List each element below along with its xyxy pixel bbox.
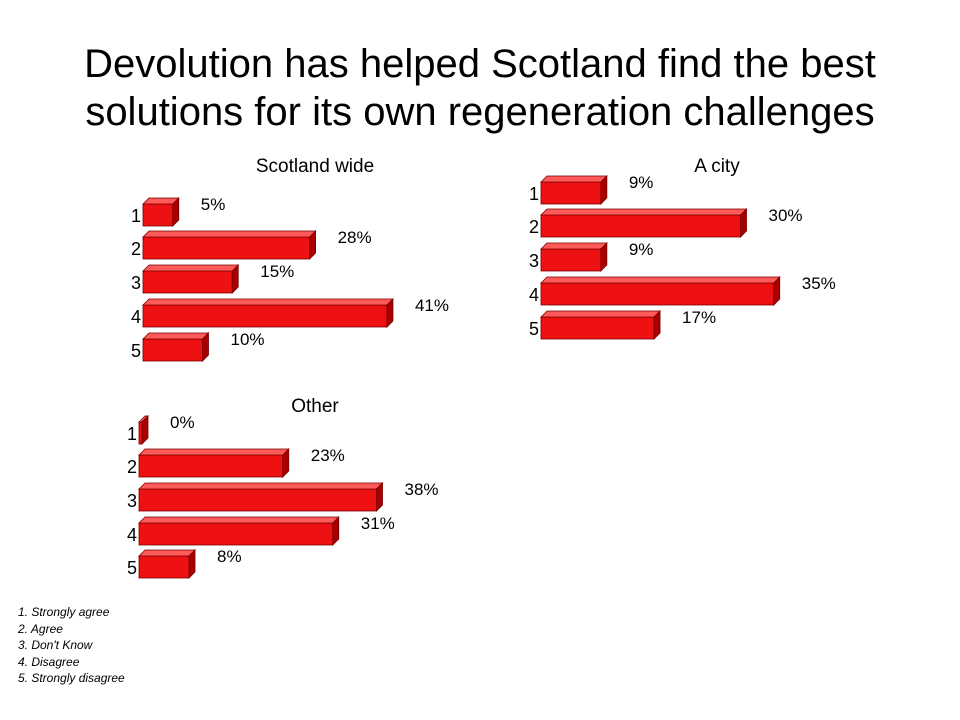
bar-side-face bbox=[773, 276, 781, 306]
chart-title-other: Other bbox=[291, 396, 339, 417]
category-label: 2 bbox=[127, 457, 137, 477]
category-label: 4 bbox=[127, 525, 137, 545]
data-label: 8% bbox=[217, 547, 242, 566]
chart-title-scotland-wide: Scotland wide bbox=[255, 156, 375, 177]
category-label: 1 bbox=[131, 206, 141, 226]
bar-side-face bbox=[188, 549, 196, 579]
bar-top-face bbox=[138, 448, 290, 456]
bar-top-face bbox=[138, 482, 384, 490]
category-label: 1 bbox=[529, 184, 539, 204]
data-label: 9% bbox=[629, 240, 654, 259]
data-label: 5% bbox=[201, 195, 226, 214]
page-title: Devolution has helped Scotland find the … bbox=[0, 40, 960, 136]
bar-top-face bbox=[540, 276, 781, 284]
bar-side-face bbox=[332, 516, 340, 546]
bar bbox=[138, 488, 377, 512]
bar bbox=[540, 316, 655, 340]
data-label: 10% bbox=[231, 330, 265, 349]
bar-top-face bbox=[138, 516, 340, 524]
data-label: 28% bbox=[338, 228, 372, 247]
bar bbox=[138, 522, 334, 546]
chart-a-city: 1 9% 2 30% 3 9% 4 35% 5 17% bbox=[529, 173, 836, 340]
data-label: 35% bbox=[802, 274, 836, 293]
title-line-2: solutions for its own regeneration chall… bbox=[85, 90, 875, 134]
bar-top-face bbox=[540, 242, 608, 250]
legend-item: 5. Strongly disagree bbox=[18, 671, 125, 685]
bar bbox=[540, 214, 741, 238]
bar-side-face bbox=[172, 197, 180, 227]
bar bbox=[138, 421, 143, 445]
bar-top-face bbox=[540, 175, 608, 183]
category-label: 3 bbox=[131, 273, 141, 293]
data-label: 9% bbox=[629, 173, 654, 192]
bar-top-face bbox=[540, 310, 662, 318]
legend-item: 4. Disagree bbox=[18, 654, 80, 669]
category-label: 1 bbox=[127, 424, 137, 444]
data-label: 15% bbox=[260, 262, 294, 281]
category-label: 4 bbox=[529, 285, 539, 305]
data-label: 41% bbox=[415, 296, 449, 315]
bar-side-face bbox=[376, 482, 383, 512]
bar-side-face bbox=[386, 298, 394, 328]
data-label: 0% bbox=[170, 413, 195, 432]
legend: 1. Strongly agree 2. Agree 3. Don't Know… bbox=[18, 604, 125, 687]
chart-scotland-wide: 15%228%315%441%510% bbox=[131, 195, 449, 362]
bar-side-face bbox=[141, 415, 149, 445]
data-label: 38% bbox=[405, 480, 439, 499]
bar bbox=[138, 454, 284, 478]
bar-side-face bbox=[309, 230, 317, 260]
bar-side-face bbox=[653, 310, 661, 340]
data-label: 31% bbox=[361, 514, 395, 533]
legend-item: 1. Strongly agree bbox=[18, 605, 110, 619]
legend-item: 2. Agree bbox=[18, 621, 63, 636]
bar-side-face bbox=[600, 175, 608, 205]
bar-top-face bbox=[540, 208, 748, 216]
category-label: 5 bbox=[529, 319, 539, 339]
bar-side-face bbox=[740, 208, 747, 238]
bar bbox=[540, 248, 602, 272]
data-label: 17% bbox=[682, 308, 716, 327]
category-label: 4 bbox=[131, 307, 141, 327]
legend-item: 3. Don't Know bbox=[18, 638, 93, 652]
bar-top-face bbox=[138, 549, 196, 557]
category-label: 5 bbox=[127, 558, 137, 578]
bar-side-face bbox=[231, 264, 239, 294]
category-label: 3 bbox=[529, 251, 539, 271]
data-label: 30% bbox=[769, 206, 803, 225]
title-line-1: Devolution has helped Scotland find the … bbox=[84, 42, 876, 86]
bar-side-face bbox=[202, 332, 209, 362]
category-label: 2 bbox=[131, 239, 141, 259]
data-label: 23% bbox=[311, 446, 345, 465]
bar bbox=[540, 181, 602, 205]
category-label: 5 bbox=[131, 341, 141, 361]
bar-side-face bbox=[282, 448, 290, 478]
chart-other: 1 0% 2 23% 3 38% 4 31% 5 8% bbox=[127, 413, 439, 579]
bar bbox=[138, 555, 190, 579]
category-label: 2 bbox=[529, 217, 539, 237]
chart-title-a-city: A city bbox=[694, 156, 740, 177]
bar bbox=[540, 282, 775, 306]
bar-side-face bbox=[600, 242, 608, 272]
category-label: 3 bbox=[127, 491, 137, 511]
